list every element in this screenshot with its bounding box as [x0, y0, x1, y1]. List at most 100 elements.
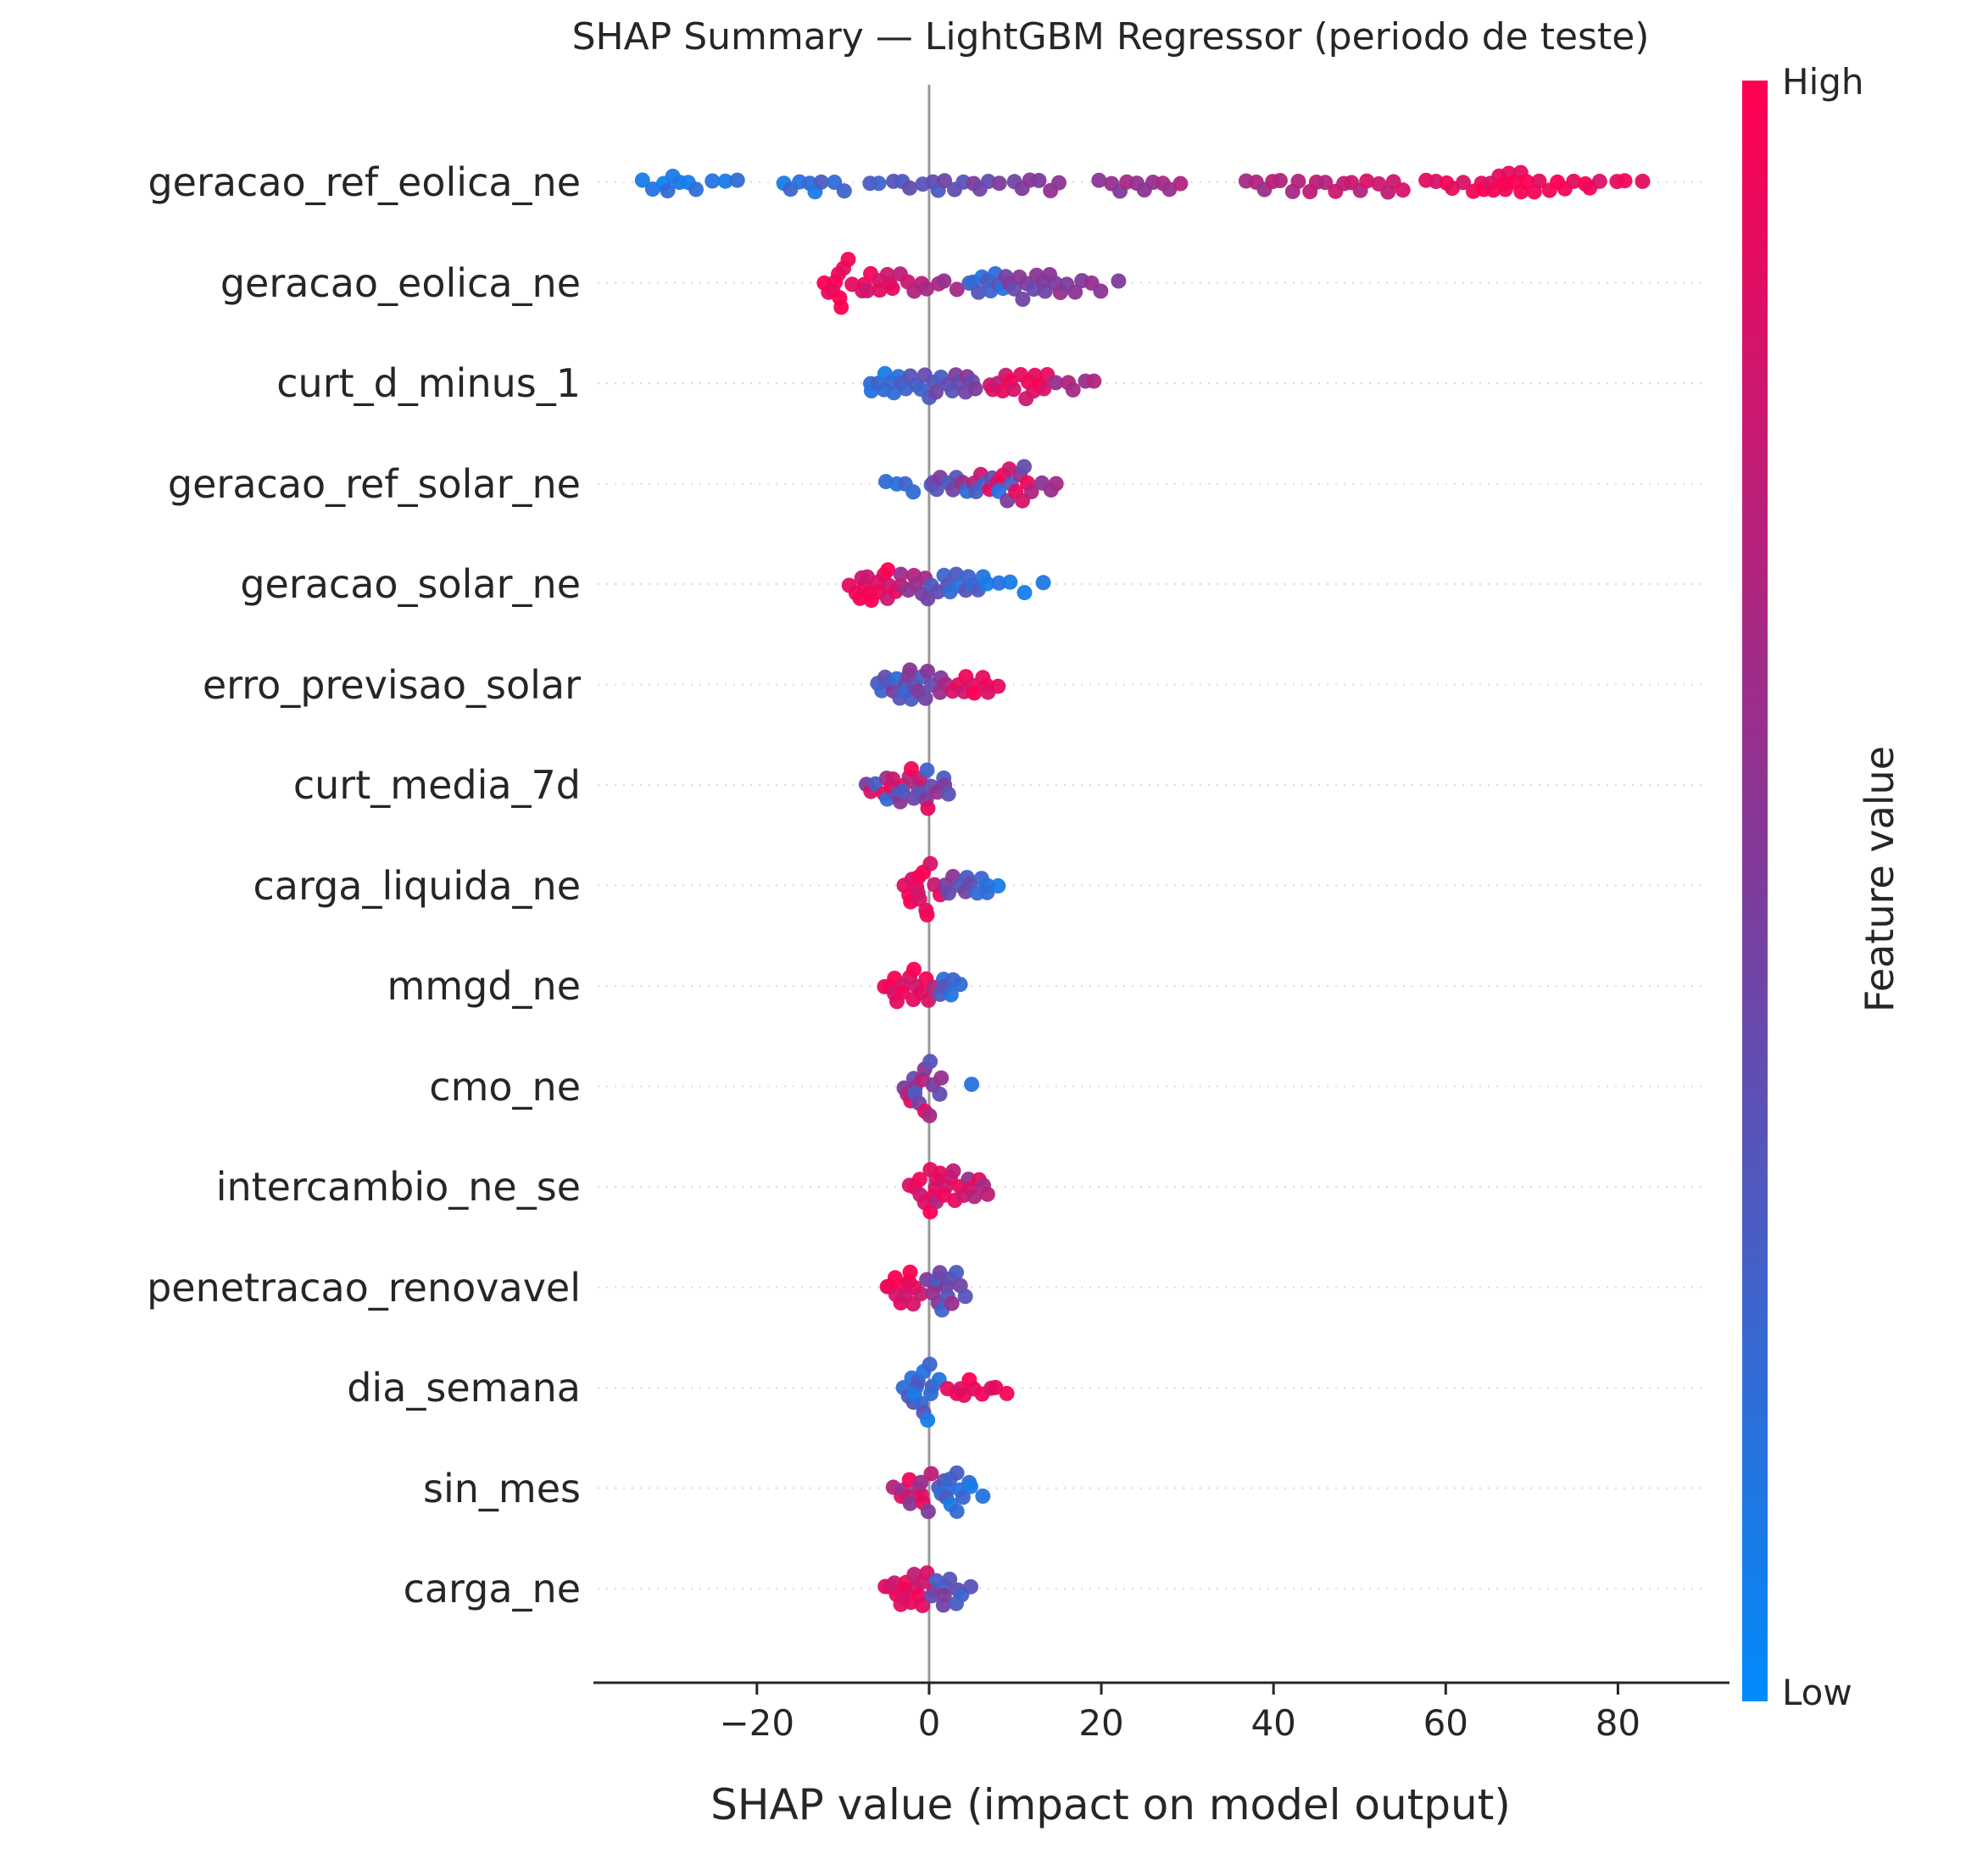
- shap-point: [902, 1495, 918, 1511]
- shap-point: [1617, 173, 1633, 189]
- shap-point: [927, 384, 944, 400]
- shap-point: [1002, 574, 1018, 590]
- shap-point: [966, 685, 983, 701]
- shap-point: [902, 180, 917, 196]
- feature-row-dots: [895, 1356, 1015, 1428]
- shap-point: [859, 282, 875, 298]
- feature-row-dots: [863, 365, 1102, 407]
- colorbar-high-label: High: [1782, 61, 1864, 103]
- shap-point: [717, 173, 733, 189]
- shap-point: [813, 174, 829, 190]
- shap-point: [1016, 585, 1033, 601]
- feature-label-carga_ne: carga_ne: [403, 1566, 581, 1612]
- shap-point: [963, 1578, 978, 1595]
- shap-point: [952, 977, 968, 993]
- shap-point: [963, 1478, 978, 1495]
- shap-point: [1005, 381, 1022, 398]
- shap-point: [921, 992, 937, 1008]
- shap-point: [920, 1504, 936, 1519]
- shap-point: [904, 760, 919, 777]
- shap-point: [840, 252, 856, 267]
- feature-row-dots: [896, 1054, 980, 1123]
- feature-row-dots: [841, 562, 1051, 609]
- shap-point: [913, 1474, 929, 1490]
- shap-point: [949, 1465, 965, 1481]
- shap-point: [1031, 172, 1047, 188]
- colorbar-low-label: Low: [1782, 1672, 1852, 1713]
- shap-point: [905, 484, 922, 500]
- shap-point: [1065, 381, 1081, 398]
- shap-point: [988, 1379, 1004, 1395]
- feature-row-dots: [879, 1264, 973, 1318]
- colorbar: [1742, 81, 1768, 1701]
- feature-row-dots: [877, 961, 968, 1010]
- shap-point: [729, 172, 745, 188]
- shap-point: [942, 1572, 958, 1587]
- feature-label-carga_liquida_ne: carga_liquida_ne: [253, 862, 581, 909]
- shap-point: [919, 907, 935, 923]
- feature-label-geracao_eolica_ne: geracao_eolica_ne: [220, 259, 581, 306]
- shap-point: [1091, 172, 1107, 188]
- shap-point: [1048, 375, 1064, 391]
- shap-point: [1591, 173, 1607, 189]
- shap-point: [1172, 175, 1189, 192]
- shap-point: [911, 1172, 927, 1188]
- shap-point: [902, 662, 918, 678]
- shap-point: [949, 1265, 965, 1281]
- shap-point: [941, 885, 956, 901]
- shap-point: [990, 678, 1006, 694]
- shap-point: [955, 1489, 971, 1506]
- shap-point: [867, 776, 883, 792]
- shap-point: [1317, 175, 1334, 191]
- shap-point: [920, 1412, 936, 1428]
- shap-point: [1566, 173, 1582, 189]
- shap-point: [902, 1264, 918, 1280]
- feature-label-erro_previsao_solar: erro_previsao_solar: [202, 661, 581, 708]
- shap-point: [871, 175, 887, 192]
- shap-point: [920, 663, 936, 679]
- shap-point: [833, 299, 849, 315]
- shap-point: [936, 1587, 952, 1603]
- shap-point: [943, 987, 959, 1003]
- shap-point: [991, 175, 1007, 192]
- feature-label-intercambio_ne_se: intercambio_ne_se: [215, 1164, 581, 1210]
- x-tick-label: −20: [719, 1702, 794, 1744]
- shap-point: [917, 690, 933, 706]
- shap-point: [634, 172, 650, 188]
- shap-point: [880, 562, 896, 578]
- shap-point: [919, 762, 935, 778]
- x-tick-label: 20: [1078, 1702, 1123, 1744]
- shap-point: [911, 891, 927, 907]
- feature-row-dots: [885, 1465, 991, 1519]
- feature-label-penetracao_renovavel: penetracao_renovavel: [147, 1264, 581, 1311]
- shap-point: [949, 1503, 965, 1519]
- feature-row-dots: [870, 662, 1006, 707]
- shap-point: [971, 284, 987, 300]
- shap-point: [932, 1086, 948, 1102]
- feature-label-dia_semana: dia_semana: [347, 1365, 581, 1411]
- shap-point: [990, 878, 1006, 893]
- feature-row-dots: [816, 252, 1127, 315]
- shap-point: [1531, 173, 1547, 189]
- feature-label-mmgd_ne: mmgd_ne: [387, 963, 581, 1009]
- shap-point: [937, 173, 953, 189]
- shap-point: [1051, 175, 1067, 191]
- shap-point: [884, 281, 900, 297]
- shap-point: [940, 786, 956, 802]
- shap-point: [1359, 173, 1375, 189]
- shap-point: [1035, 575, 1051, 591]
- x-tick-label: 60: [1423, 1702, 1468, 1744]
- shap-point: [979, 1186, 995, 1202]
- feature-label-geracao_solar_ne: geracao_solar_ne: [240, 561, 581, 607]
- shap-point: [660, 183, 676, 199]
- shap-point: [1067, 284, 1083, 300]
- shap-point: [945, 1163, 961, 1179]
- shap-point: [1086, 373, 1102, 389]
- shap-point: [967, 381, 983, 397]
- colorbar-title: Feature value: [1857, 746, 1902, 1013]
- shap-point: [957, 1289, 973, 1305]
- feature-label-sin_mes: sin_mes: [423, 1465, 581, 1511]
- feature-label-curt_media_7d: curt_media_7d: [292, 762, 581, 808]
- shap-point: [836, 183, 852, 199]
- shap-point: [1290, 173, 1306, 189]
